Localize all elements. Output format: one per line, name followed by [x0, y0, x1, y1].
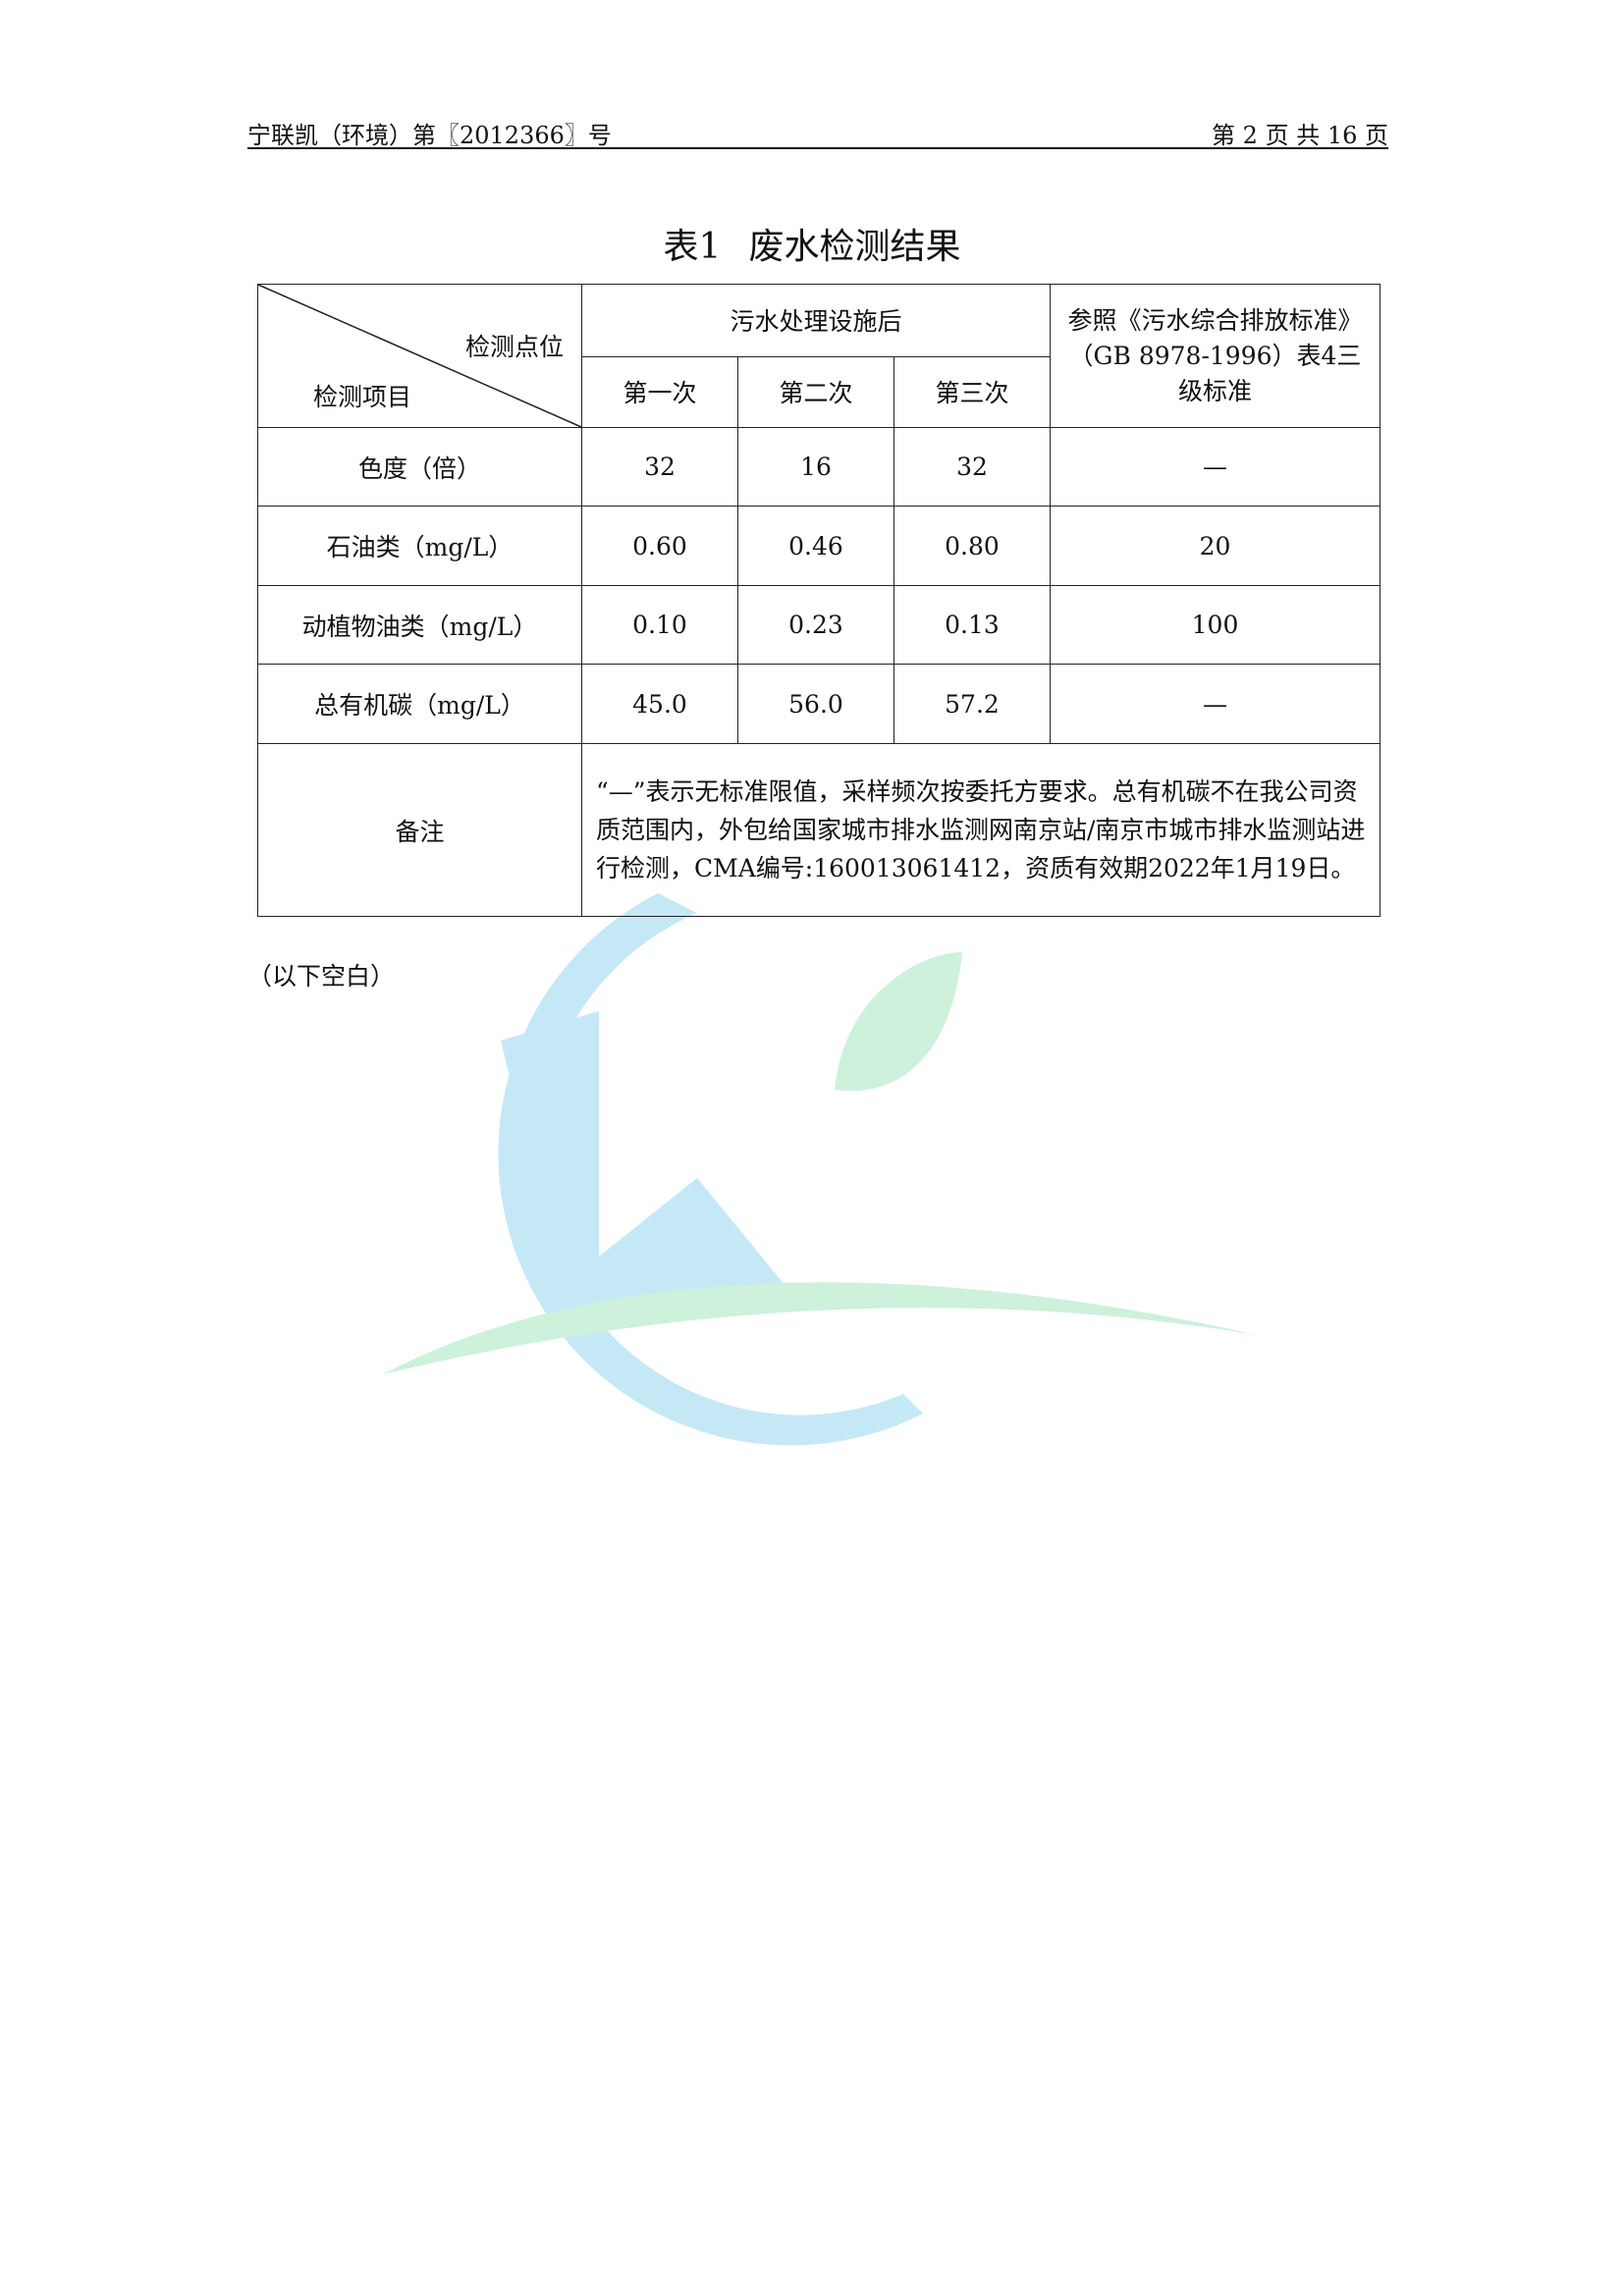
value-cell: 0.10 [581, 585, 738, 665]
table-title-text: 废水检测结果 [748, 227, 961, 267]
value-cell: 0.46 [737, 506, 894, 586]
corner-bottom-label: 检测项目 [313, 383, 412, 411]
standard-header: 参照《污水综合排放标准》（GB 8978-1996）表4三级标准 [1050, 284, 1380, 428]
diagonal-line [258, 285, 581, 427]
corner-header-cell: 检测点位 检测项目 [257, 284, 582, 428]
table-number: 表1 [663, 227, 722, 267]
item-cell: 色度（倍） [257, 427, 582, 507]
table-row: 总有机碳（mg/L） 45.0 56.0 57.2 — [257, 664, 1380, 744]
sub-header: 第一次 [581, 355, 738, 428]
standard-cell: 20 [1050, 506, 1380, 586]
watermark-logo [383, 893, 1257, 1446]
note-row: 备注 “—”表示无标准限值，采样频次按委托方要求。总有机碳不在我公司资质范围内，… [257, 743, 1380, 917]
corner-top-label: 检测点位 [464, 333, 564, 361]
standard-cell: — [1050, 664, 1380, 744]
value-cell: 0.23 [737, 585, 894, 665]
page-number: 第 2 页 共 16 页 [1212, 122, 1388, 149]
item-cell: 动植物油类（mg/L） [257, 585, 582, 665]
standard-cell: 100 [1050, 585, 1380, 665]
sub-header: 第三次 [893, 355, 1051, 428]
header-rule [247, 147, 1388, 149]
blank-below-note: （以下空白） [247, 962, 396, 990]
value-cell: 0.60 [581, 506, 738, 586]
sub-header: 第二次 [737, 355, 894, 428]
value-cell: 32 [893, 427, 1051, 507]
wastewater-results-table: 检测点位 检测项目 污水处理设施后 参照《污水综合排放标准》（GB 8978-1… [257, 284, 1380, 917]
item-cell: 石油类（mg/L） [257, 506, 582, 586]
document-number: 宁联凯（环境）第〖2012366〗号 [247, 122, 612, 149]
table-row: 色度（倍） 32 16 32 — [257, 427, 1380, 507]
item-cell: 总有机碳（mg/L） [257, 664, 582, 744]
value-cell: 45.0 [581, 664, 738, 744]
standard-cell: — [1050, 427, 1380, 507]
value-cell: 16 [737, 427, 894, 507]
value-cell: 56.0 [737, 664, 894, 744]
note-text: “—”表示无标准限值，采样频次按委托方要求。总有机碳不在我公司资质范围内，外包给… [581, 743, 1380, 917]
table-title: 表1 废水检测结果 [0, 218, 1624, 269]
value-cell: 0.80 [893, 506, 1051, 586]
table-row: 动植物油类（mg/L） 0.10 0.23 0.13 100 [257, 585, 1380, 665]
note-label: 备注 [257, 743, 582, 917]
group-header: 污水处理设施后 [581, 284, 1051, 357]
value-cell: 0.13 [893, 585, 1051, 665]
value-cell: 32 [581, 427, 738, 507]
value-cell: 57.2 [893, 664, 1051, 744]
table-row: 石油类（mg/L） 0.60 0.46 0.80 20 [257, 506, 1380, 586]
